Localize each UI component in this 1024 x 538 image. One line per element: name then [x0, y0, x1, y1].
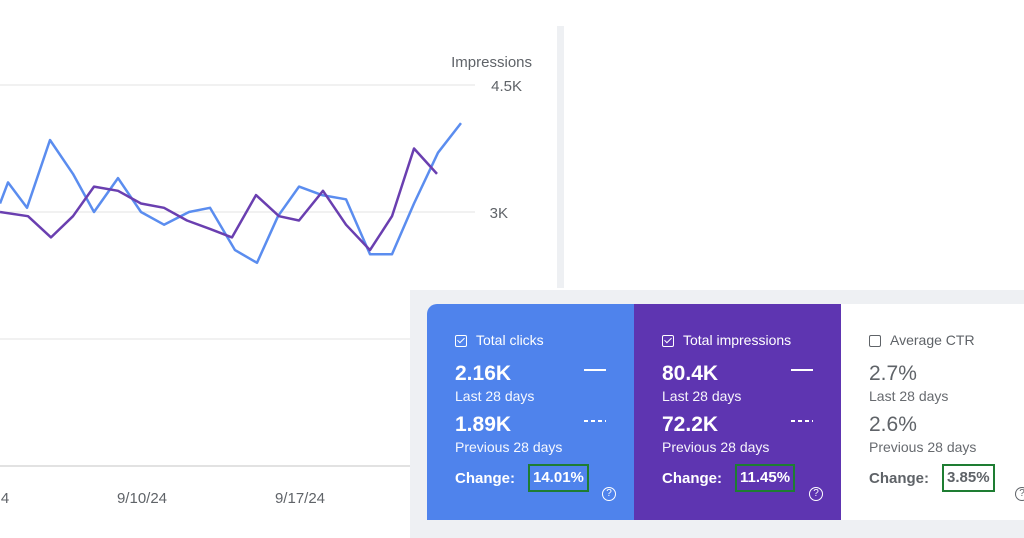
- performance-chart: Impressions 4.5K 3K 4 9/10/24 9/17/24: [0, 54, 532, 507]
- current-period-label: Last 28 days: [662, 388, 742, 404]
- dashed-line-legend-icon: [791, 420, 813, 422]
- total-impressions-card[interactable]: Total impressions 80.4K Last 28 days 72.…: [634, 304, 841, 520]
- current-value: 80.4K: [662, 362, 719, 385]
- change-value-highlight: 3.85%: [942, 464, 995, 492]
- current-period-label: Last 28 days: [869, 388, 949, 404]
- total-clicks-card[interactable]: Total clicks 2.16K Last 28 days 1.89K Pr…: [427, 304, 634, 520]
- previous-period-label: Previous 28 days: [455, 439, 563, 455]
- x-tick-label: 9/10/24: [117, 490, 167, 507]
- previous-period-label: Previous 28 days: [869, 439, 977, 455]
- current-value: 2.7%: [869, 362, 917, 385]
- change-label: Change:: [455, 470, 515, 487]
- average-ctr-card[interactable]: Average CTR 2.7% Last 28 days 2.6% Previ…: [841, 304, 1024, 520]
- y-tick-label: 4.5K: [491, 78, 522, 95]
- dashed-line-legend-icon: [584, 420, 606, 422]
- checkbox-checked-icon[interactable]: [455, 335, 467, 347]
- x-tick-label: 4: [1, 490, 9, 507]
- help-circle-icon[interactable]: ?: [602, 487, 616, 501]
- previous-value: 2.6%: [869, 413, 917, 436]
- change-label: Change:: [869, 470, 929, 487]
- card-title: Average CTR: [890, 332, 975, 348]
- metric-cards: Total clicks 2.16K Last 28 days 1.89K Pr…: [427, 304, 1024, 520]
- current-value: 2.16K: [455, 362, 512, 385]
- change-value-highlight: 11.45%: [735, 464, 796, 492]
- current-period-label: Last 28 days: [455, 388, 535, 404]
- solid-line-legend-icon: [791, 369, 813, 371]
- x-tick-label: 9/17/24: [275, 490, 325, 507]
- series-line-clicks: [0, 122, 462, 265]
- previous-period-label: Previous 28 days: [662, 439, 770, 455]
- y-axis-title: Impressions: [451, 54, 532, 71]
- previous-value: 72.2K: [662, 413, 719, 436]
- card-title: Total impressions: [683, 332, 792, 348]
- help-circle-icon[interactable]: ?: [809, 487, 823, 501]
- help-circle-icon[interactable]: ?: [1015, 487, 1024, 501]
- checkbox-checked-icon[interactable]: [662, 335, 674, 347]
- y-tick-label: 3K: [490, 205, 508, 222]
- checkbox-unchecked-icon[interactable]: [869, 335, 881, 347]
- card-title: Total clicks: [476, 332, 544, 348]
- change-label: Change:: [662, 470, 722, 487]
- series-line-impressions: [0, 147, 438, 252]
- solid-line-legend-icon: [584, 369, 606, 371]
- chart-divider: [557, 26, 564, 288]
- change-value-highlight: 14.01%: [528, 464, 589, 492]
- previous-value: 1.89K: [455, 413, 512, 436]
